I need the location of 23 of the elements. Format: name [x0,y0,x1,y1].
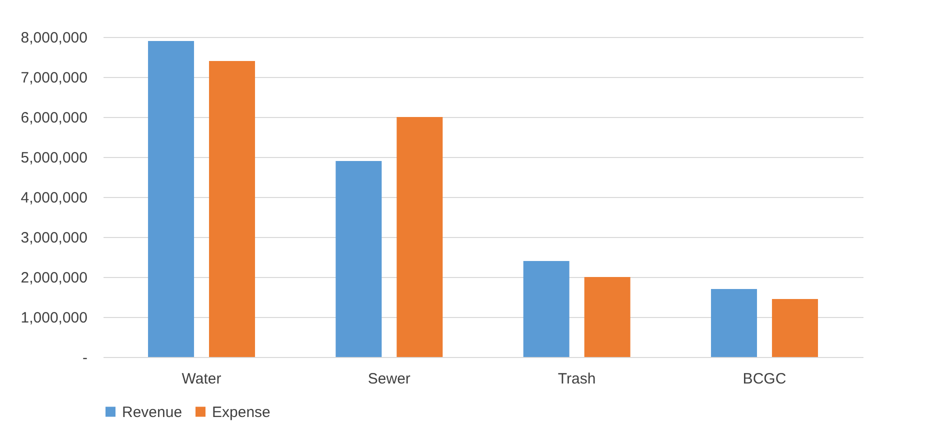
y-tick-label: 3,000,000 [20,230,88,246]
bar [209,61,256,357]
bar [710,289,757,357]
legend-label: Expense [212,404,270,421]
y-tick-label: 1,000,000 [20,310,88,326]
x-tick-label: Sewer [368,370,410,388]
x-tick-label: Water [182,370,222,388]
y-tick-label: 6,000,000 [20,110,88,126]
y-tick-label: 2,000,000 [20,270,88,286]
x-tick-label: BCGC [742,370,786,388]
y-tick-label: - [82,350,88,366]
bar [336,161,382,357]
bar [148,41,194,357]
bar [584,277,630,357]
y-tick-label: 4,000,000 [20,190,88,206]
bar [396,117,443,357]
y-tick-label: 7,000,000 [20,70,88,86]
legend-label: Revenue [122,404,182,421]
x-tick-label: Trash [558,370,596,388]
y-tick-label: 8,000,000 [20,30,88,46]
y-tick-label: 5,000,000 [20,150,88,166]
bar [523,261,570,357]
bar [772,299,818,357]
